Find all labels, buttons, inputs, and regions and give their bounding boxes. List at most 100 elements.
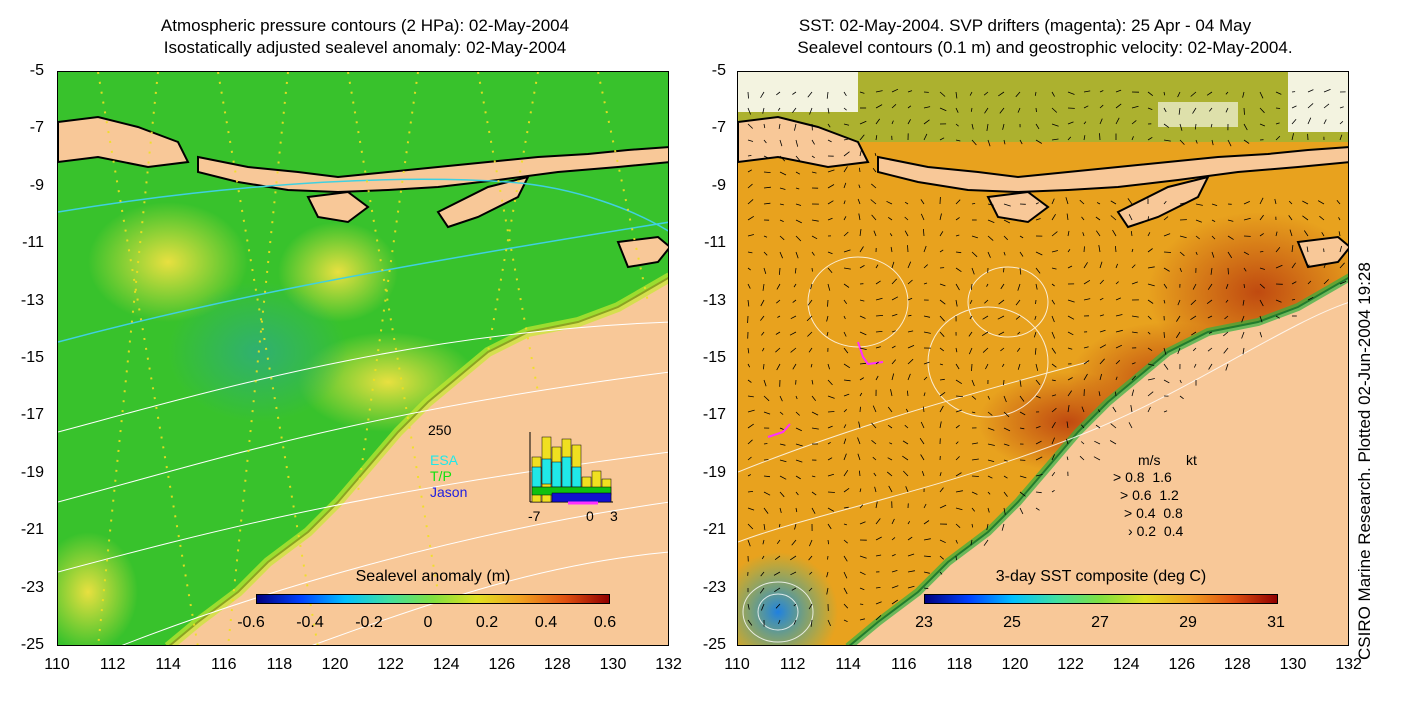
velocity-arrow (1083, 360, 1090, 365)
velocity-arrow (1147, 299, 1154, 304)
velocity-arrow (982, 347, 989, 353)
velocity-arrow (1081, 406, 1085, 413)
velocity-arrow (1099, 344, 1107, 349)
inset-series-esa: ESA (430, 452, 459, 468)
velocity-arrow (1082, 232, 1085, 237)
velocity-arrow (1177, 347, 1181, 355)
velocity-arrow (923, 571, 930, 574)
velocity-arrow (1163, 139, 1171, 142)
velocity-arrow (955, 251, 962, 254)
left-colorbar-tick-2: -0.4 (296, 614, 324, 631)
velocity-arrow (1017, 363, 1021, 370)
left-title-line1: Atmospheric pressure contours (2 HPa): 0… (160, 16, 570, 35)
velocity-arrow (795, 427, 802, 432)
velocity-arrow (1179, 235, 1187, 239)
velocity-arrow (987, 491, 991, 495)
velocity-arrow (939, 405, 944, 413)
velocity-arrow (1099, 133, 1101, 141)
velocity-arrow (1274, 198, 1277, 205)
velocity-arrow (871, 422, 877, 429)
right-colorbar-tick-4: 29 (1179, 614, 1197, 631)
right-y-tick-9: -21 (702, 521, 726, 539)
velocity-arrow (1275, 247, 1281, 253)
velocity-arrow (891, 330, 896, 333)
velocity-arrow (1211, 219, 1216, 222)
velocity-arrow (1017, 107, 1021, 113)
velocity-arrow (843, 267, 851, 270)
velocity-arrow (1147, 406, 1151, 413)
velocity-arrow (843, 347, 849, 354)
velocity-arrow (1094, 440, 1101, 445)
velocity-arrow (763, 139, 767, 144)
velocity-arrow (1019, 475, 1027, 479)
right-y-tick-2: -7 (711, 119, 726, 137)
velocity-arrow (827, 169, 835, 173)
velocity-arrow (1115, 391, 1117, 397)
velocity-arrow (763, 235, 768, 238)
velocity-legend-ms-4: 0.2 (1136, 523, 1157, 539)
velocity-arrow (889, 233, 893, 237)
left-colorbar-tick-1: -0.6 (237, 614, 265, 631)
velocity-arrow (1035, 456, 1043, 461)
velocity-arrow (1259, 251, 1264, 253)
velocity-arrow (779, 251, 783, 259)
velocity-arrow (795, 491, 799, 496)
sst-field (738, 72, 1348, 645)
velocity-arrow (1051, 283, 1055, 287)
velocity-arrow (843, 523, 848, 526)
velocity-arrow (792, 91, 797, 95)
velocity-arrow (747, 439, 753, 445)
velocity-arrow (923, 228, 925, 237)
velocity-arrow (1110, 423, 1117, 429)
velocity-arrow (1051, 267, 1057, 270)
velocity-arrow (1067, 347, 1073, 350)
velocity-arrow (859, 265, 865, 269)
velocity-arrow (809, 571, 813, 575)
velocity-arrow (778, 123, 781, 129)
velocity-arrow (1131, 375, 1136, 381)
velocity-arrow (1291, 299, 1296, 301)
velocity-arrow (858, 213, 861, 221)
velocity-arrow (747, 91, 749, 99)
velocity-arrow (987, 507, 990, 513)
velocity-arrow (1051, 107, 1058, 113)
inset-xtick-0: 0 (586, 508, 594, 524)
velocity-arrow (1131, 331, 1138, 334)
velocity-arrow (998, 91, 1005, 97)
velocity-arrow (795, 395, 798, 400)
velocity-arrow (888, 485, 893, 493)
velocity-arrow (776, 363, 781, 371)
velocity-arrow (907, 314, 912, 317)
sst-map: m/s kt > 0.8 1.6 > 0.6 1.2 > 0.4 0.8 › 0… (737, 71, 1349, 646)
velocity-arrow (1307, 280, 1312, 285)
velocity-arrow (939, 421, 942, 429)
sealevel-anomaly-field (58, 72, 668, 645)
velocity-arrow (843, 182, 847, 189)
velocity-arrow (1080, 441, 1085, 445)
velocity-arrow (1225, 107, 1229, 113)
velocity-arrow (907, 345, 915, 349)
velocity-arrow (872, 167, 877, 173)
velocity-arrow (939, 555, 944, 560)
velocity-arrow (1003, 139, 1006, 145)
velocity-arrow (811, 235, 818, 240)
velocity-arrow (923, 361, 930, 365)
velocity-arrow (859, 603, 864, 605)
velocity-arrow (1035, 202, 1039, 205)
velocity-arrow (955, 395, 963, 397)
velocity-arrow (1191, 331, 1197, 336)
velocity-arrow (793, 283, 797, 288)
left-colorbar (256, 594, 610, 604)
velocity-arrow (763, 475, 771, 478)
velocity-arrow (763, 411, 771, 415)
velocity-arrow (971, 523, 974, 528)
velocity-arrow (859, 120, 867, 125)
velocity-arrow (1336, 199, 1341, 205)
velocity-arrow (1323, 119, 1327, 125)
velocity-arrow (1034, 315, 1037, 320)
velocity-arrow (1131, 362, 1136, 365)
velocity-arrow (826, 331, 829, 336)
velocity-arrow (875, 601, 882, 605)
velocity-arrow (939, 213, 942, 221)
velocity-arrow (1259, 107, 1265, 114)
